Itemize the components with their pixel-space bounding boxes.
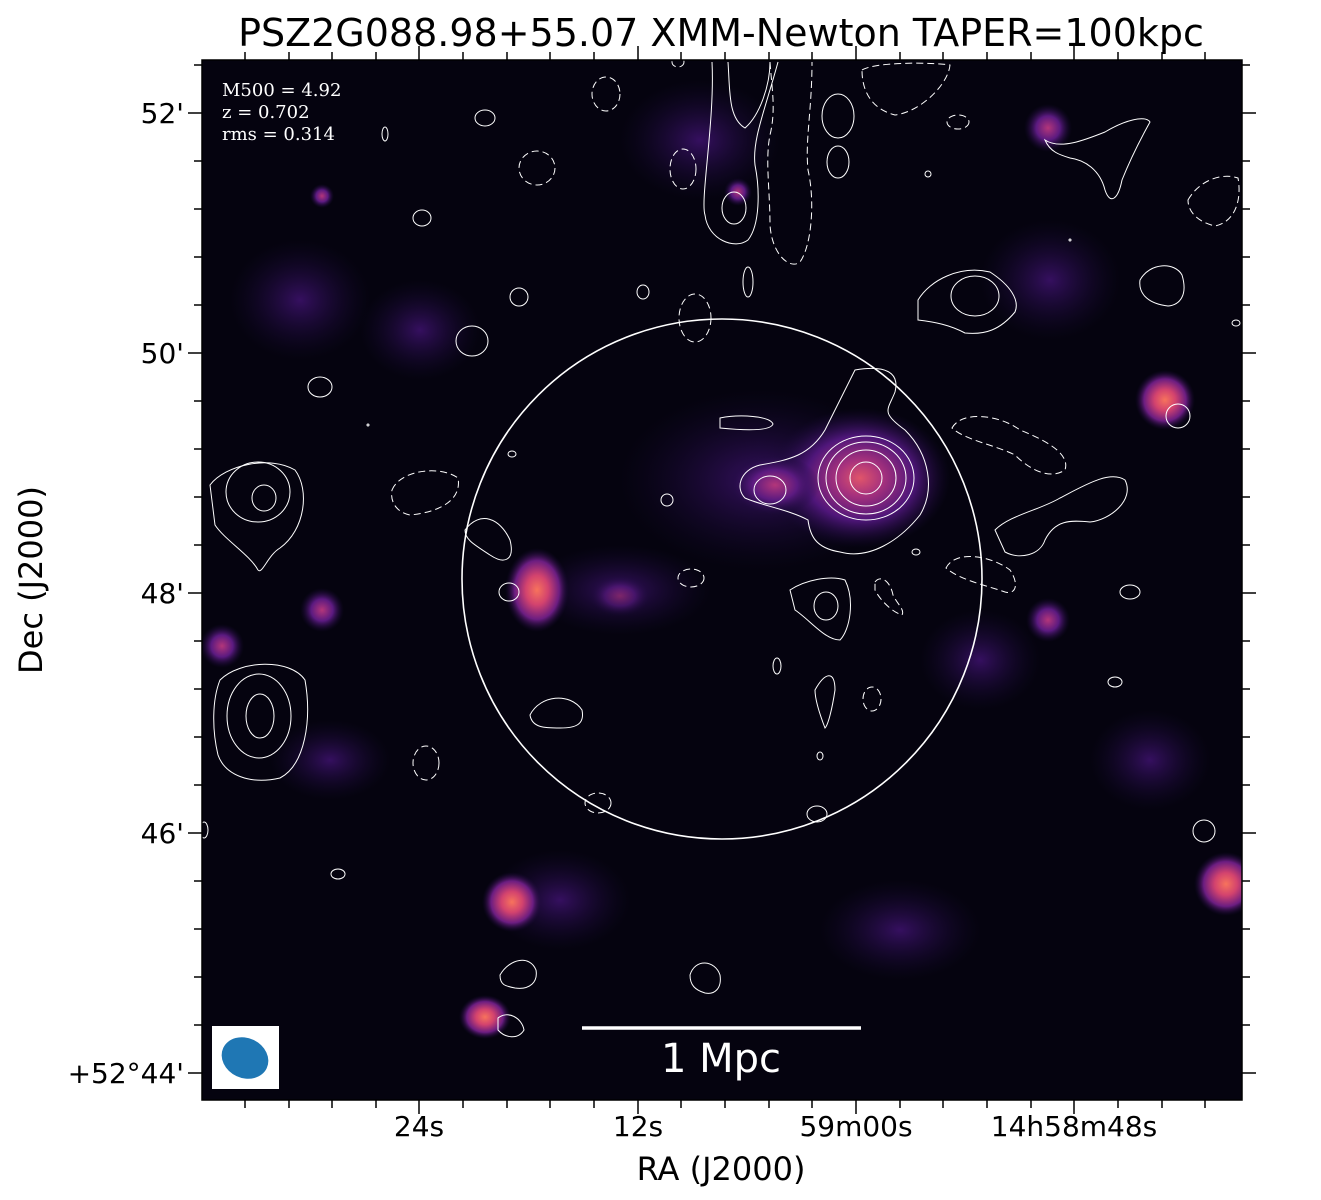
y-tick-label-4: +52°44' [68,1057,184,1090]
y-axis-label: Dec (J2000) [12,486,50,674]
plot-frame [201,59,1243,1101]
annotation-rms: rms = 0.314 [222,124,335,145]
x-axis-ticks [244,46,1206,1114]
r500-circle [461,318,983,840]
radio-contours [202,61,1241,1038]
y-tick-label-1: 50' [141,337,184,370]
beam-ellipse [221,1037,269,1079]
y-axis-ticks [188,64,1256,1074]
x-axis-label: RA (J2000) [637,1150,806,1188]
y-tick-label-0: 52' [141,97,184,130]
y-tick-label-2: 48' [141,577,184,610]
xray-image: M500 = 4.92 z = 0.702 rms = 0.314 1 Mpc [202,60,1242,1100]
negative-contours [391,60,1240,814]
plot-title: PSZ2G088.98+55.07 XMM-Newton TAPER=100kp… [238,11,1204,55]
x-tick-label-3: 14h58m48s [991,1110,1158,1143]
y-tick-label-3: 46' [141,817,184,850]
annotation-z: z = 0.702 [222,102,310,123]
x-tick-label-0: 24s [394,1110,444,1143]
annotation-m500: M500 = 4.92 [222,80,341,101]
scale-bar-label: 1 Mpc [661,1036,781,1082]
x-tick-label-2: 59m00s [799,1110,912,1143]
x-tick-label-1: 12s [613,1110,663,1143]
